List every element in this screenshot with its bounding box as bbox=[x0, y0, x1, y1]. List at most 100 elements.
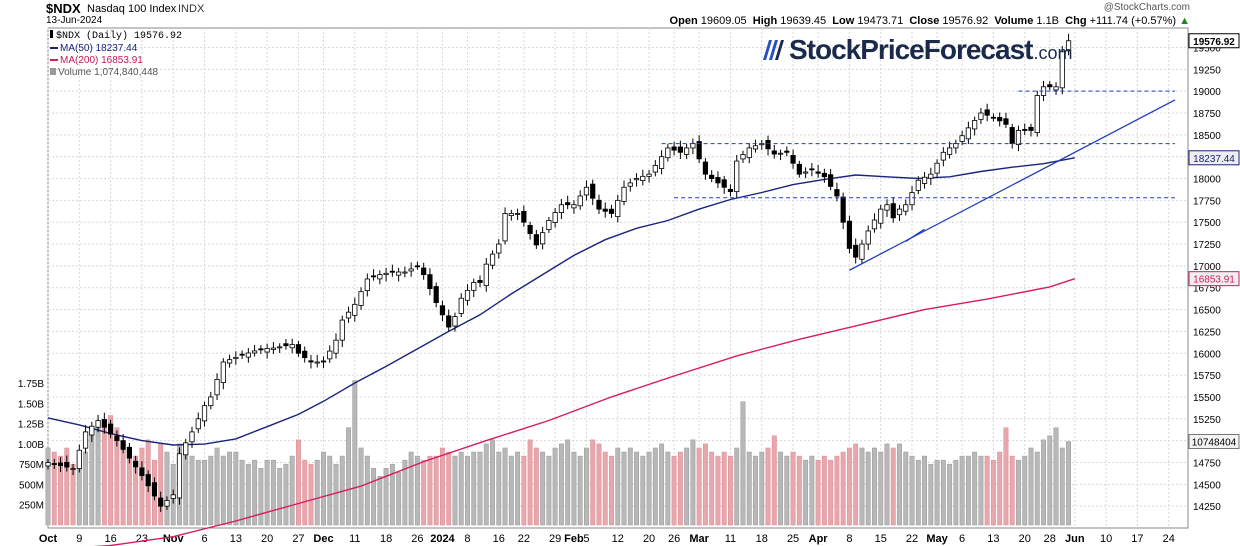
volume-bar bbox=[865, 451, 871, 526]
candle bbox=[126, 446, 132, 459]
volume-bar bbox=[652, 447, 658, 526]
candle bbox=[389, 270, 395, 273]
candle bbox=[903, 204, 909, 212]
candle bbox=[320, 360, 327, 363]
volume-bar bbox=[903, 451, 909, 526]
candle bbox=[133, 460, 139, 468]
volume-bar bbox=[784, 455, 790, 526]
candle bbox=[809, 168, 815, 171]
x-tick-label: 29 bbox=[549, 533, 561, 545]
candle bbox=[752, 145, 759, 150]
candle bbox=[909, 192, 915, 206]
volume-bar bbox=[208, 455, 214, 526]
candle bbox=[1059, 51, 1065, 89]
candle bbox=[89, 425, 95, 436]
price-tick-label: 14750 bbox=[1193, 458, 1221, 469]
x-tick-label: 25 bbox=[787, 533, 799, 545]
volume-bar bbox=[408, 451, 414, 526]
volume-bar bbox=[283, 463, 289, 526]
volume-bar bbox=[690, 439, 696, 526]
volume-bar bbox=[508, 455, 514, 526]
volume-bar bbox=[928, 463, 934, 526]
volume-bar bbox=[596, 443, 602, 526]
volume-bar bbox=[515, 451, 521, 526]
volume-bar bbox=[965, 455, 971, 526]
volume-bar bbox=[327, 455, 333, 526]
volume-bar bbox=[402, 459, 408, 526]
volume-bar bbox=[1034, 451, 1040, 526]
candle bbox=[640, 175, 646, 182]
open-value: 19609.05 bbox=[700, 15, 747, 27]
volume-bar bbox=[602, 451, 608, 526]
high-value: 19639.45 bbox=[780, 15, 827, 27]
volume-bar bbox=[302, 459, 308, 526]
candle bbox=[884, 204, 890, 211]
x-tick-label: 27 bbox=[292, 533, 304, 545]
candle bbox=[1022, 129, 1028, 131]
candle bbox=[527, 224, 533, 234]
close-label: Close bbox=[909, 15, 940, 27]
candle bbox=[289, 344, 295, 349]
volume-bar bbox=[1047, 435, 1053, 526]
candle bbox=[51, 463, 57, 465]
volume-bar bbox=[821, 455, 827, 526]
price-tick-label: 19000 bbox=[1193, 87, 1221, 98]
volume-bar bbox=[527, 439, 533, 526]
volume-tick-label: 750M bbox=[19, 460, 44, 471]
candle bbox=[621, 186, 627, 202]
volume-bar bbox=[1066, 441, 1072, 526]
volume-bar bbox=[314, 459, 320, 526]
candle bbox=[57, 462, 64, 466]
candle bbox=[1065, 40, 1072, 52]
volume-bar bbox=[584, 447, 589, 526]
candle bbox=[170, 494, 176, 499]
candle bbox=[208, 396, 214, 407]
x-tick-label: Dec bbox=[313, 533, 333, 545]
volume-bar bbox=[440, 447, 445, 526]
candle bbox=[414, 265, 421, 268]
volume-tag-label: 10748404 bbox=[1192, 437, 1237, 448]
volume-bar bbox=[377, 476, 383, 526]
candle bbox=[496, 243, 502, 254]
volume-bar bbox=[101, 419, 107, 526]
x-tick-label: 20 bbox=[1019, 533, 1031, 545]
volume-bar bbox=[984, 455, 990, 526]
candle bbox=[865, 230, 871, 245]
volume-bar bbox=[95, 423, 101, 526]
volume-bar bbox=[346, 427, 351, 526]
candle bbox=[183, 442, 189, 456]
candle bbox=[940, 151, 946, 161]
volume-bar bbox=[878, 451, 884, 526]
candle bbox=[446, 315, 452, 328]
x-tick-label: Feb bbox=[564, 533, 584, 545]
candle bbox=[696, 141, 702, 160]
candle bbox=[972, 120, 978, 130]
symbol-name: Nasdaq 100 Index bbox=[87, 3, 177, 15]
volume-bar bbox=[915, 459, 921, 526]
candle bbox=[533, 234, 539, 246]
candle bbox=[471, 282, 477, 291]
price-tick-label: 17000 bbox=[1193, 262, 1221, 273]
volume-bar bbox=[471, 451, 477, 526]
candle bbox=[458, 297, 464, 314]
volume-bar bbox=[627, 447, 633, 526]
candle bbox=[834, 189, 840, 197]
copyright[interactable]: @StockCharts.com bbox=[1103, 2, 1190, 13]
price-tick-label: 15250 bbox=[1193, 415, 1221, 426]
volume-bar bbox=[884, 443, 890, 526]
price-tick-label: 19250 bbox=[1193, 65, 1221, 76]
price-tick-label: 17500 bbox=[1193, 218, 1221, 229]
volume-bar bbox=[702, 443, 708, 526]
price-tick-label: 15750 bbox=[1193, 371, 1221, 382]
volume-bar bbox=[214, 447, 220, 526]
symbol[interactable]: $NDX bbox=[46, 1, 81, 16]
volume-bar bbox=[51, 451, 57, 526]
volume-bar bbox=[490, 439, 495, 526]
candle bbox=[652, 165, 658, 173]
candle bbox=[233, 356, 239, 360]
volume-bar bbox=[577, 455, 583, 526]
trendline bbox=[905, 228, 925, 242]
volume-bar bbox=[809, 455, 815, 526]
volume-bar bbox=[477, 451, 483, 526]
candle bbox=[633, 178, 640, 181]
